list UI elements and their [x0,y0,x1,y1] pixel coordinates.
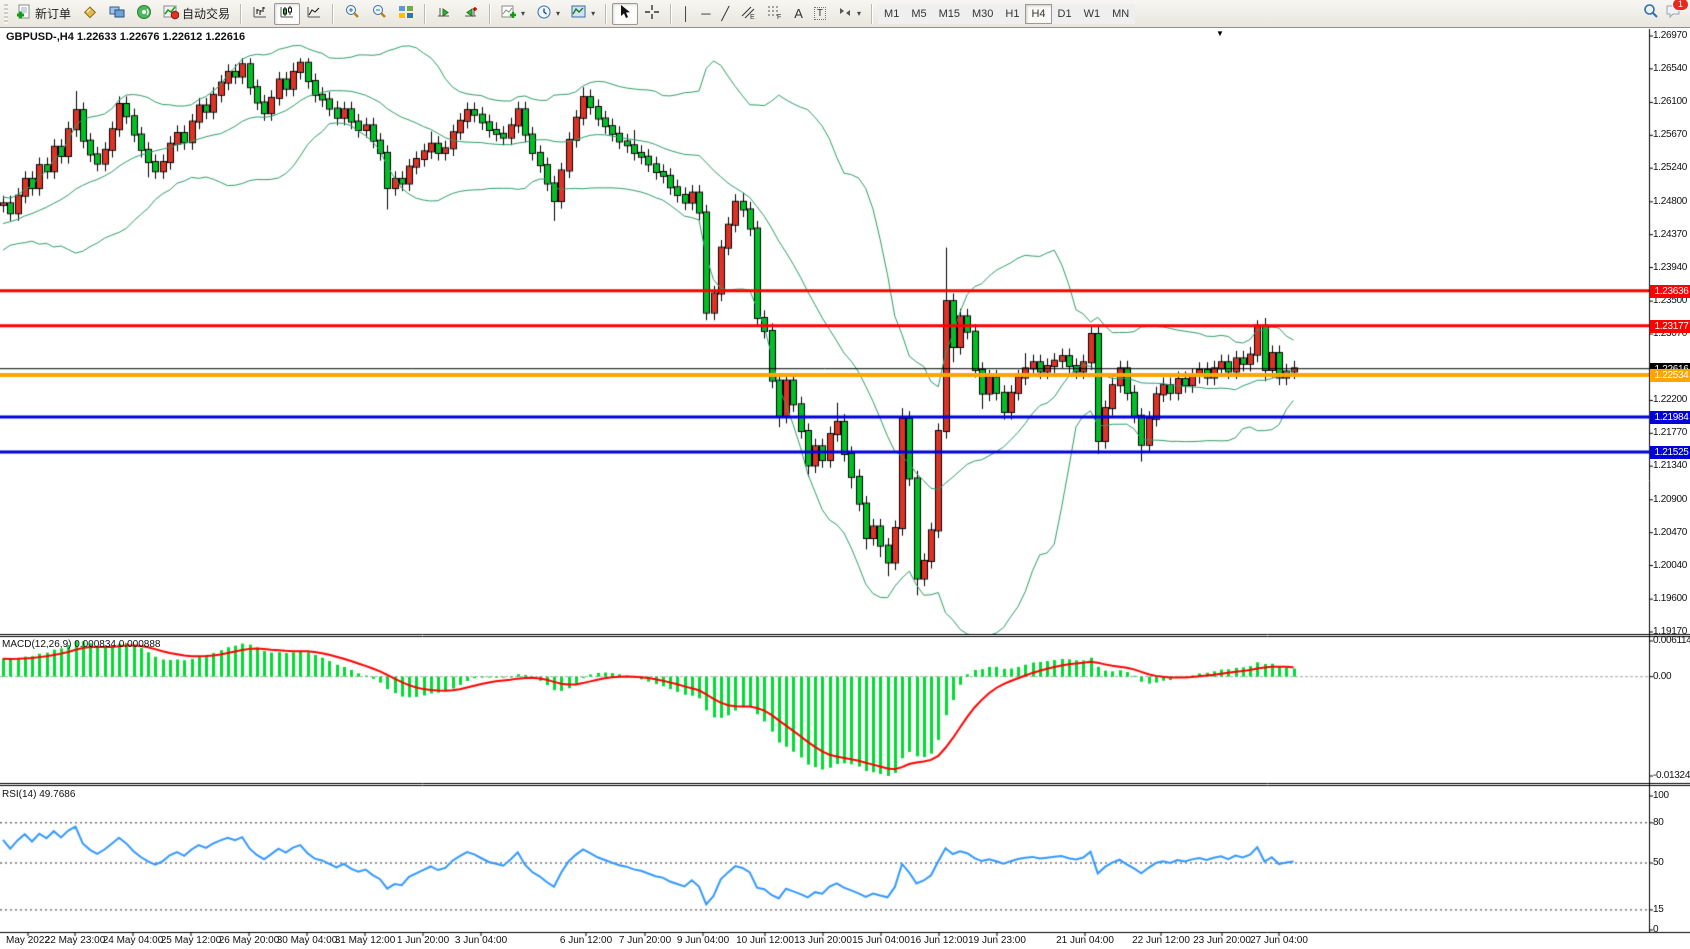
crosshair-icon [644,4,660,23]
auto-trading-button[interactable]: 自动交易 [158,3,235,25]
new-order-icon [16,4,32,23]
period-button[interactable]: ▾ [531,3,565,25]
svg-text:F: F [777,14,781,20]
clock-icon [536,4,552,23]
zoom-in-icon [344,4,360,23]
tab-timeframe-h4[interactable]: H4 [1025,3,1052,24]
tile-windows-icon [398,4,414,23]
tab-timeframe-m15[interactable]: M15 [932,3,967,24]
search-icon[interactable] [1643,3,1659,24]
toolbar: 新订单 自动交易 [0,0,1690,28]
add-indicator-icon [501,4,517,23]
line-chart-mode-button[interactable] [301,3,327,25]
monitors-icon [109,4,125,23]
chart-shift-button[interactable] [458,3,484,25]
arrows-dropdown-arrow[interactable]: ▾ [857,9,862,18]
auto-trading-icon [163,4,180,23]
candlestick-mode-button[interactable] [274,2,301,25]
signal-icon [136,4,152,23]
channel-tool-button[interactable]: E [735,3,761,25]
tile-windows-button[interactable] [393,3,419,25]
tab-timeframe-mn[interactable]: MN [1106,3,1136,24]
notification-badge: 1 [1672,0,1689,11]
text-tool-button[interactable]: A [789,3,808,25]
add-indicator-button[interactable]: ▾ [496,3,530,25]
zoom-in-button[interactable] [339,3,365,25]
horizontal-line-icon: ─ [701,6,711,21]
trendline-icon: ╱ [721,6,730,21]
line-chart-icon [306,4,322,23]
tab-timeframe-m30[interactable]: M30 [966,3,1000,24]
arrows-tool-button[interactable]: ▾ [832,3,866,25]
zoom-out-button[interactable] [366,3,392,25]
tab-timeframe-h1[interactable]: H1 [999,3,1026,24]
horizontal-line-tool-button[interactable]: ─ [696,3,715,25]
template-button[interactable]: ▾ [566,3,600,25]
vertical-line-tool-button[interactable]: │ [677,3,695,25]
auto-scroll-icon [436,4,452,23]
price-chart-canvas[interactable] [0,28,1690,949]
toolbar-grip[interactable] [4,3,8,24]
tab-timeframe-d1[interactable]: D1 [1051,3,1078,24]
zoom-out-icon [371,4,387,23]
add-indicator-dropdown-arrow[interactable]: ▾ [521,9,526,18]
svg-text:E: E [750,14,755,20]
bar-chart-icon [252,4,268,23]
new-order-button[interactable]: 新订单 [11,3,76,25]
tab-timeframe-m1[interactable]: M1 [878,3,906,24]
signals-button[interactable] [131,3,157,25]
fibonacci-icon: F [767,4,783,23]
timeframe-bar: M1 M5 M15 M30 H1 H4 D1 W1 MN [878,3,1136,24]
template-dropdown-arrow[interactable]: ▾ [591,9,596,18]
candlestick-icon [279,4,295,23]
template-icon [571,4,587,23]
tab-timeframe-m5[interactable]: M5 [905,3,933,24]
crosshair-tool-button[interactable] [639,3,665,25]
chart-shift-icon [463,4,479,23]
gold-diamond-icon [82,4,98,23]
tab-timeframe-w1[interactable]: W1 [1077,3,1107,24]
arrows-icon [837,4,853,23]
market-watch-button[interactable] [77,3,103,25]
cursor-tool-button[interactable] [612,2,639,25]
period-dropdown-arrow[interactable]: ▾ [556,9,561,18]
label-tool-button[interactable]: T [809,3,831,25]
chart-window: GBPUSD-,H4 1.22633 1.22676 1.22612 1.226… [0,28,1690,949]
terminal-button[interactable] [104,3,130,25]
auto-scroll-button[interactable] [431,3,457,25]
vertical-line-icon: │ [682,6,691,21]
channel-icon: E [740,4,756,23]
bar-chart-mode-button[interactable] [247,3,273,25]
new-order-label: 新订单 [35,7,72,21]
trendline-tool-button[interactable]: ╱ [716,3,734,25]
auto-trading-label: 自动交易 [182,7,231,21]
label-tool-icon: T [813,7,827,20]
cursor-icon [617,4,633,23]
text-tool-icon: A [794,6,803,21]
fibonacci-tool-button[interactable]: F [762,3,788,25]
notifications-button[interactable]: 1 [1665,0,1689,24]
